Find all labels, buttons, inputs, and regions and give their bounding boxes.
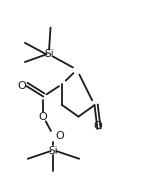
Text: Si: Si	[44, 49, 54, 59]
Text: Si: Si	[49, 146, 58, 156]
Text: O: O	[93, 121, 102, 131]
Text: O: O	[39, 112, 48, 122]
Text: O: O	[55, 131, 64, 141]
Text: O: O	[18, 81, 27, 91]
